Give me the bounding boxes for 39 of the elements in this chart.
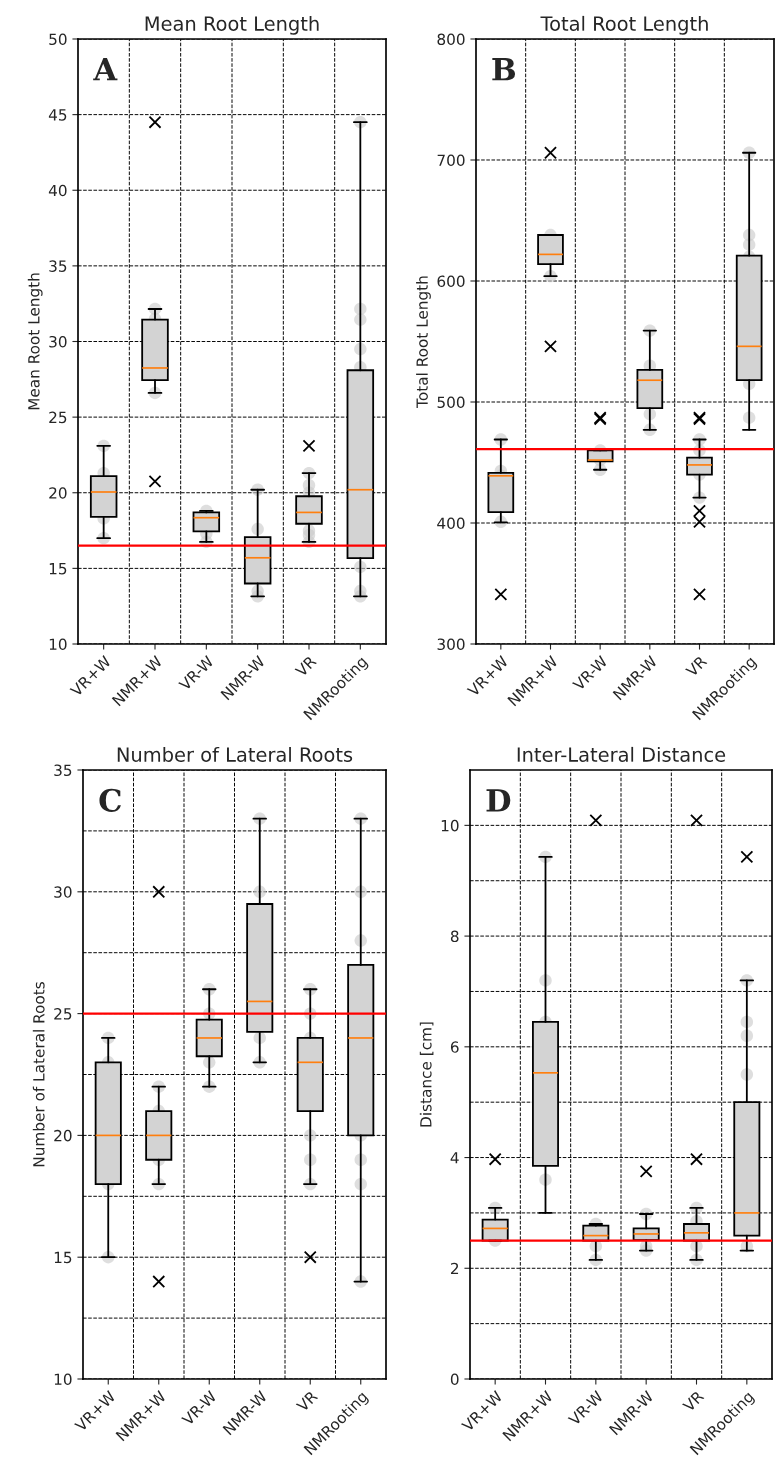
chart-title: Inter-Lateral Distance	[517, 746, 726, 762]
chart-title: Mean Root Length	[145, 15, 319, 35]
y-tick-label: 600	[437, 275, 465, 288]
y-tick-label: 35	[49, 260, 67, 272]
y-tick-label: 6	[450, 1041, 459, 1053]
y-axis-title: Number of Lateral Roots	[32, 982, 45, 1167]
y-tick-label: 30	[54, 886, 72, 898]
chart-title: Total Root Length	[540, 15, 708, 35]
chart-title: Number of Lateral Roots	[117, 746, 353, 762]
y-tick-label: 25	[54, 1008, 72, 1020]
y-tick-label: 500	[437, 396, 465, 409]
y-tick-label: 400	[437, 517, 465, 530]
y-tick-label: 35	[54, 764, 72, 777]
y-tick-label: 50	[49, 33, 67, 46]
y-tick-label: 10	[54, 1373, 72, 1386]
y-tick-label: 10	[49, 638, 67, 651]
y-tick-label: 25	[49, 411, 67, 424]
y-tick-label: 15	[49, 563, 67, 575]
y-tick-label: 2	[450, 1262, 459, 1275]
y-tick-label: 15	[54, 1251, 72, 1264]
y-tick-label: 800	[437, 33, 465, 46]
y-tick-label: 300	[437, 638, 465, 651]
y-tick-label: 40	[48, 184, 67, 197]
y-axis-title: Distance [cm]	[419, 1022, 434, 1127]
y-tick-label: 10	[441, 819, 459, 832]
annotation: A	[93, 58, 118, 81]
y-tick-label: 30	[49, 335, 67, 348]
annotation: C	[99, 788, 121, 812]
y-tick-label: 20	[49, 487, 67, 499]
y-tick-label: 0	[450, 1373, 459, 1386]
annotation: D	[486, 789, 511, 812]
y-axis-title: Total Root Length	[416, 276, 431, 408]
y-tick-label: 8	[450, 930, 459, 943]
annotation: B	[492, 58, 516, 81]
y-tick-label: 700	[437, 154, 465, 167]
y-tick-label: 45	[48, 109, 67, 121]
y-tick-label: 4	[450, 1152, 459, 1164]
y-tick-label: 20	[54, 1129, 72, 1142]
y-axis-title: Mean Root Length	[27, 273, 43, 410]
